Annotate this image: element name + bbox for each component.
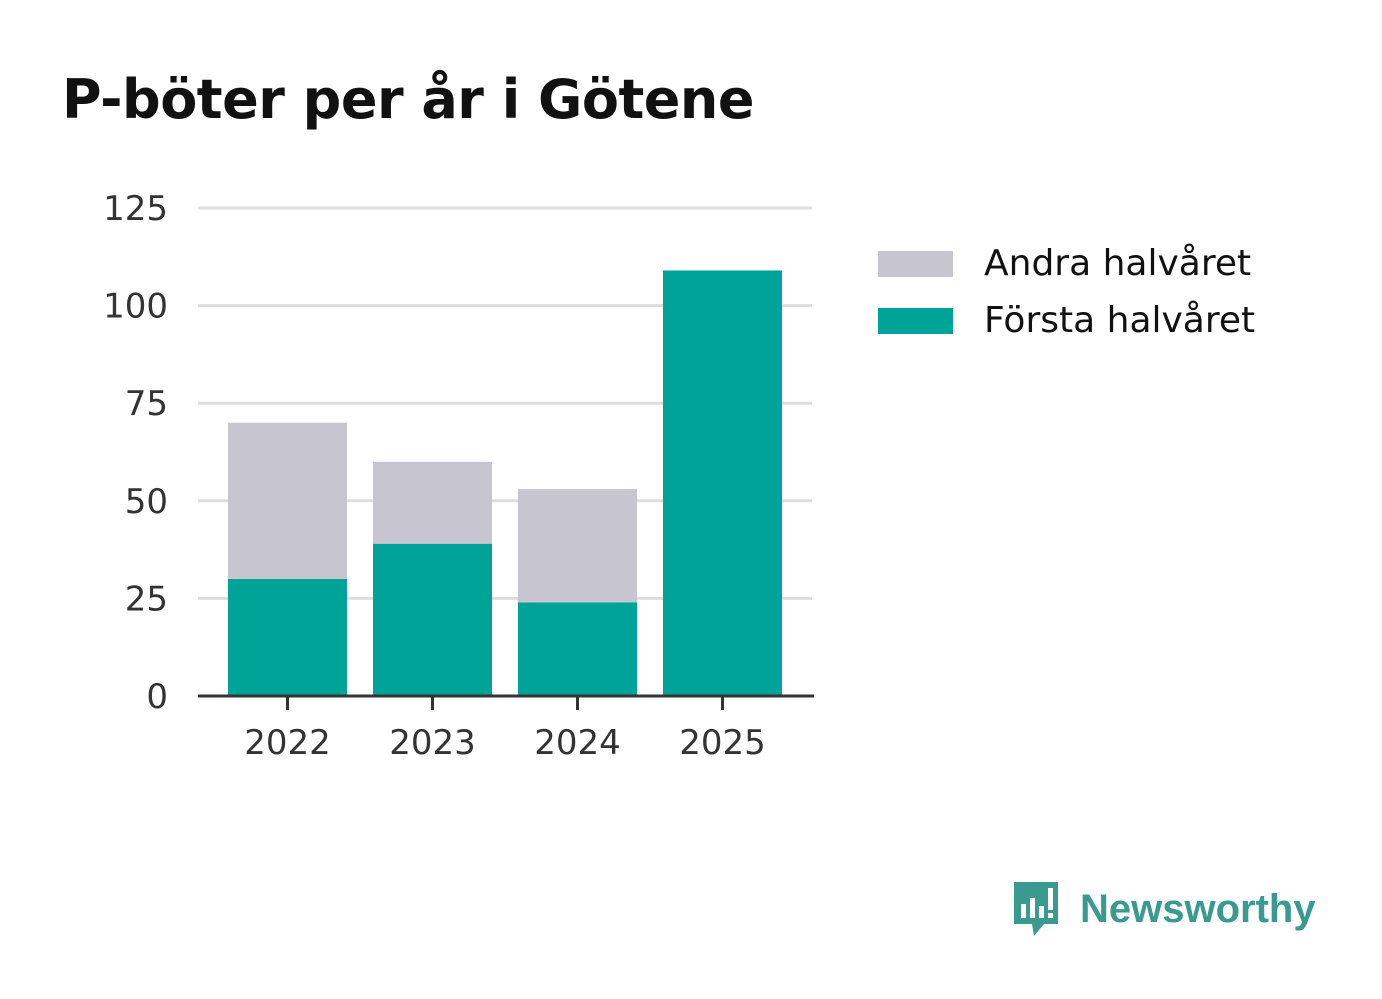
- chart-title: P-böter per år i Götene: [62, 68, 754, 131]
- y-tick-label-25: 25: [125, 579, 168, 619]
- newsworthy-logo: Newsworthy: [1012, 878, 1316, 940]
- bar-2022-andra: [228, 422, 347, 579]
- legend-label-forsta: Första halvåret: [984, 300, 1256, 341]
- y-tick-label-0: 0: [146, 677, 168, 717]
- newsworthy-logo-text: Newsworthy: [1080, 886, 1316, 931]
- bar-2023-andra: [373, 461, 492, 544]
- y-tick-label-100: 100: [103, 287, 168, 327]
- bar-2024-andra: [518, 489, 637, 603]
- bar-2024-forsta: [518, 602, 637, 696]
- x-tick-label-2025: 2025: [679, 723, 766, 763]
- y-tick-label-75: 75: [125, 384, 168, 424]
- legend-swatch-andra: [878, 250, 953, 277]
- bar-2022-forsta: [228, 578, 347, 696]
- bar-2023-forsta: [373, 543, 492, 696]
- y-tick-label-125: 125: [103, 189, 168, 229]
- legend-swatch-forsta: [878, 307, 953, 334]
- x-tick-label-2024: 2024: [534, 723, 621, 763]
- x-tick-label-2022: 2022: [244, 723, 331, 763]
- bar-2025-forsta: [663, 270, 782, 696]
- legend-label-andra: Andra halvåret: [984, 243, 1252, 284]
- x-tick-label-2023: 2023: [389, 723, 476, 763]
- newsworthy-logo-icon: [1014, 882, 1058, 936]
- legend-item-andra: Andra halvåret: [878, 243, 1251, 284]
- y-tick-label-50: 50: [125, 482, 168, 522]
- legend-item-forsta: Första halvåret: [878, 300, 1255, 341]
